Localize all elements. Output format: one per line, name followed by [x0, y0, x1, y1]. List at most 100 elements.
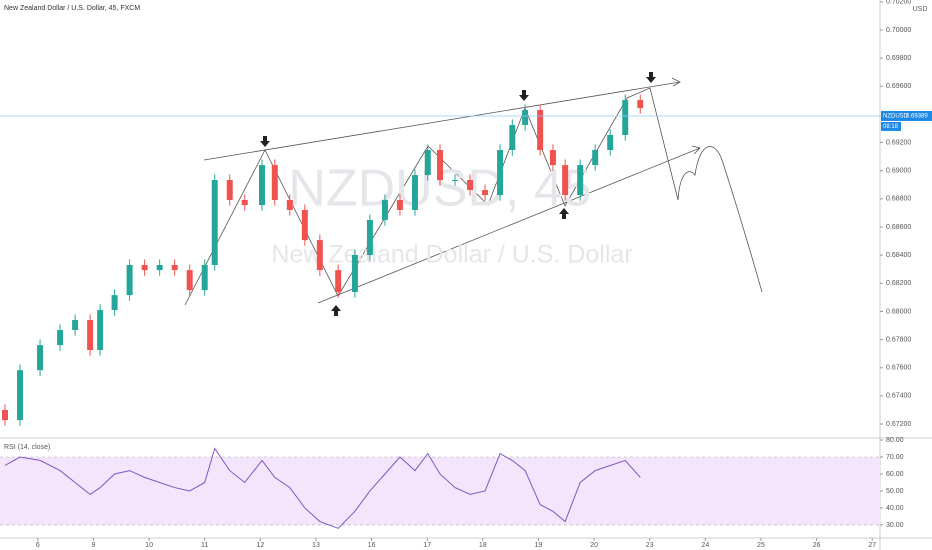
x-tick-label: 18	[479, 542, 487, 549]
candle-body	[366, 219, 373, 256]
candle-body	[622, 100, 629, 135]
candle-body	[381, 199, 388, 220]
y-tick-label: 0.69000	[886, 168, 911, 175]
candle-body	[467, 180, 474, 190]
trendline-arrowhead	[691, 145, 701, 155]
x-tick-label: 20	[590, 542, 598, 549]
candle-body	[316, 240, 323, 271]
candle-body	[351, 255, 358, 293]
y-tick-label: 50.00	[886, 488, 904, 495]
countdown-label: 08:18	[883, 124, 899, 130]
y-tick-label: 0.70200	[886, 0, 911, 6]
y-tick-label: 0.67600	[886, 365, 911, 372]
y-tick-label: 0.68400	[886, 252, 911, 259]
rsi-band	[0, 457, 880, 525]
candle-body	[141, 265, 148, 271]
y-tick-label: 0.68600	[886, 224, 911, 231]
y-tick-label: 0.68000	[886, 308, 911, 315]
zigzag	[184, 87, 679, 306]
y-tick-label: 60.00	[886, 471, 904, 478]
x-tick-label: 19	[535, 542, 543, 549]
x-tick-label: 16	[368, 542, 376, 549]
candle-body	[211, 180, 218, 266]
candle-body	[396, 199, 403, 210]
candle-body	[482, 190, 489, 196]
candle-body	[201, 265, 208, 291]
x-tick-label: 23	[646, 542, 654, 549]
y-tick-label: 40.00	[886, 505, 904, 512]
candle-body	[592, 150, 599, 166]
x-tick-label: 27	[868, 542, 876, 549]
last-price-label: 0.69389	[906, 114, 928, 120]
x-tick-label: 17	[423, 542, 431, 549]
candle-body	[424, 150, 431, 176]
y-tick-label: 0.69800	[886, 55, 911, 62]
down-arrow	[519, 90, 529, 101]
rsi-line	[4, 447, 641, 529]
candle-body	[57, 330, 64, 346]
x-tick-label: 13	[312, 542, 320, 549]
down-arrow	[260, 136, 270, 147]
candle-body	[637, 100, 644, 109]
candle-body	[411, 175, 418, 210]
candle-body	[286, 199, 293, 210]
candle-body	[186, 270, 193, 291]
candle-body	[2, 409, 9, 421]
candle-body	[17, 370, 24, 421]
candle-body	[37, 345, 44, 371]
axis-unit: USD	[913, 6, 928, 13]
y-tick-label: 80.00	[886, 437, 904, 444]
x-tick-label: 11	[201, 542, 208, 549]
candle-body	[437, 150, 443, 181]
symbol-label: NZDUSD	[883, 114, 909, 120]
y-tick-label: 0.67800	[886, 336, 911, 343]
candle-body	[226, 180, 233, 200]
y-tick-label: 0.67200	[886, 421, 911, 428]
candle-body	[301, 209, 308, 241]
candle-body	[97, 310, 104, 351]
projection-curve	[677, 146, 763, 293]
candle-body	[577, 165, 584, 196]
x-tick-label: 12	[256, 542, 264, 549]
pattern-drawings	[184, 77, 763, 306]
x-tick-label: 26	[813, 542, 821, 549]
candle-body	[111, 295, 118, 311]
y-tick-label: 30.00	[886, 522, 904, 529]
countdown-box	[881, 121, 901, 131]
markers	[260, 72, 656, 316]
candle-body	[72, 320, 79, 331]
candle-body	[335, 270, 342, 293]
chart-title: New Zealand Dollar / U.S. Dollar, 45, FX…	[4, 5, 140, 12]
x-tick-label: 24	[701, 542, 709, 549]
y-tick-label: 0.69200	[886, 139, 911, 146]
upper-trendline	[203, 81, 681, 161]
candle-body	[258, 165, 265, 206]
candle-body	[497, 150, 504, 196]
y-tick-label: 70.00	[886, 454, 904, 461]
trendline-arrowhead	[671, 77, 681, 87]
candle-body	[509, 124, 516, 151]
candle-body	[549, 150, 556, 166]
up-arrow	[559, 208, 569, 219]
down-arrow	[646, 72, 656, 83]
lower-trendline	[317, 147, 701, 304]
candle-body	[126, 265, 133, 296]
candle-body	[537, 110, 544, 151]
x-tick-label: 25	[757, 542, 765, 549]
candle-body	[522, 110, 529, 125]
y-tick-label: 0.68200	[886, 280, 911, 287]
y-tick-label: 0.67400	[886, 393, 911, 400]
x-tick-label: 10	[145, 542, 153, 549]
x-tick-label: 6	[36, 542, 40, 549]
last-price-box	[881, 110, 932, 121]
candle-body	[87, 320, 94, 351]
candle-body	[562, 165, 569, 196]
candle-body	[271, 165, 278, 200]
y-tick-label: 0.69600	[886, 83, 911, 90]
candle-body	[171, 265, 178, 271]
y-tick-label: 0.68800	[886, 196, 911, 203]
up-arrow	[331, 305, 341, 316]
candle-body	[241, 199, 248, 206]
candle-body	[607, 134, 614, 151]
